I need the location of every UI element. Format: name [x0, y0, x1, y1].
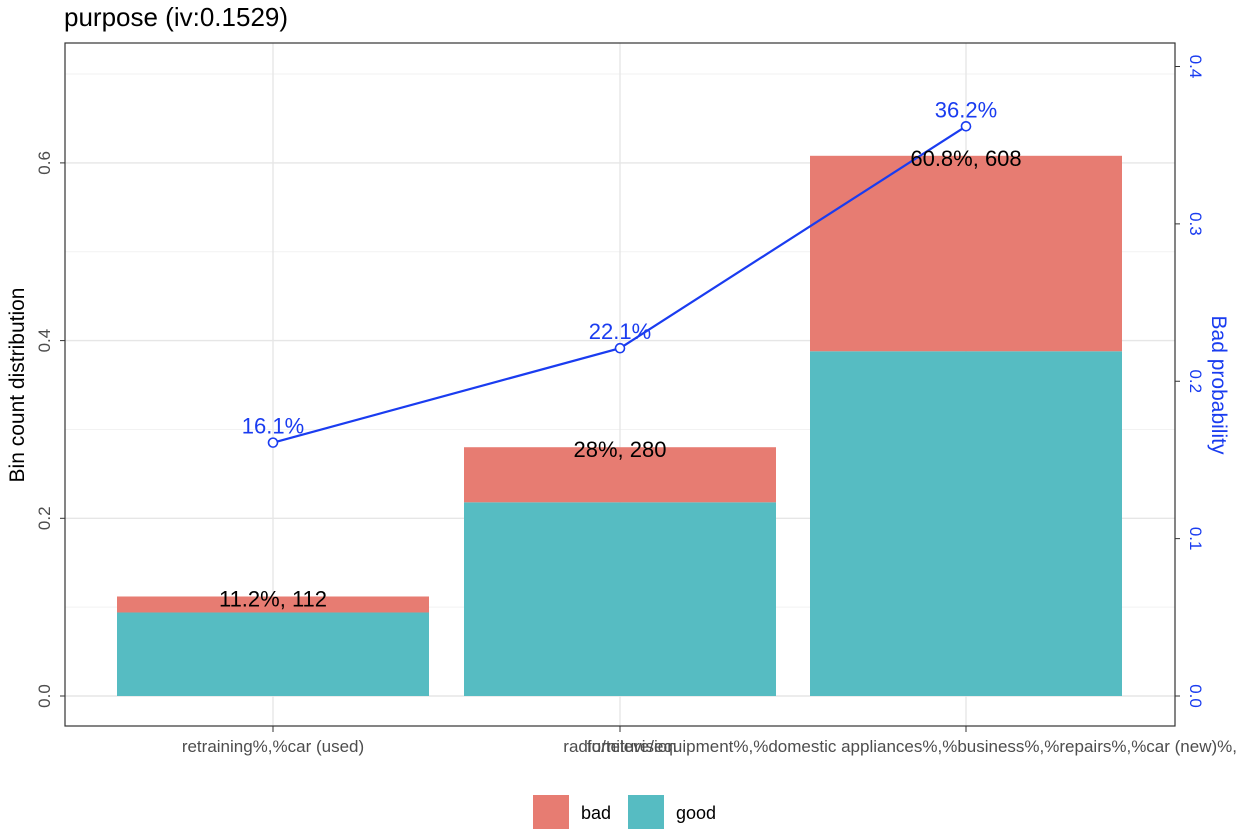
probability-label: 22.1%	[589, 319, 651, 344]
probability-label: 16.1%	[242, 414, 304, 439]
y-tick-label: 0.6	[35, 151, 54, 175]
legend-swatch-good	[628, 795, 664, 829]
legend-label-bad: bad	[581, 803, 611, 823]
legend-label-good: good	[676, 803, 716, 823]
probability-point	[614, 342, 626, 354]
y-tick-label: 0.2	[35, 506, 54, 530]
bar-total-label: 28%, 280	[574, 437, 667, 462]
y2-tick-label: 0.3	[1186, 212, 1205, 236]
bar-total-label: 11.2%, 112	[219, 586, 327, 611]
probability-label: 36.2%	[935, 97, 997, 122]
y2-tick-label: 0.4	[1186, 55, 1205, 79]
x-tick-label: radio/television	[563, 737, 676, 756]
bars	[117, 155, 1122, 696]
probability-point	[960, 121, 972, 132]
bar-bad	[810, 155, 1122, 352]
bar-total-label: 60.8%, 608	[910, 146, 1021, 171]
probability-line	[267, 121, 972, 448]
legend: bad good	[533, 795, 716, 829]
x-tick-label: furniture/equipment%,%domestic appliance…	[587, 737, 1237, 756]
bar-bad	[464, 447, 776, 503]
y-axis-title: Bin count distribution	[6, 288, 29, 483]
legend-swatch-bad	[533, 795, 569, 829]
y2-tick-label: 0.1	[1186, 527, 1205, 551]
chart-title: purpose (iv:0.1529)	[64, 2, 288, 32]
probability-point	[267, 437, 279, 448]
bar-good	[117, 612, 429, 696]
y-tick-label: 0.0	[35, 684, 54, 708]
data-labels: 11.2%, 112 28%, 280 60.8%, 608 16.1% 22.1% 36…	[219, 97, 1022, 611]
bar-good	[464, 502, 776, 696]
y2-axis-title: Bad probability	[1207, 316, 1230, 455]
y2-tick-label: 0.2	[1186, 369, 1205, 393]
axis-ticks: 0.0 0.2 0.4 0.6 0.0 0.1 0.2 0.3 0.4 retraining%,%…	[35, 55, 1237, 756]
y2-tick-label: 0.0	[1186, 684, 1205, 708]
y-tick-label: 0.4	[35, 329, 54, 353]
bar-good	[810, 351, 1122, 696]
bar-bad	[117, 596, 429, 613]
x-tick-label: retraining%,%car (used)	[182, 737, 364, 756]
